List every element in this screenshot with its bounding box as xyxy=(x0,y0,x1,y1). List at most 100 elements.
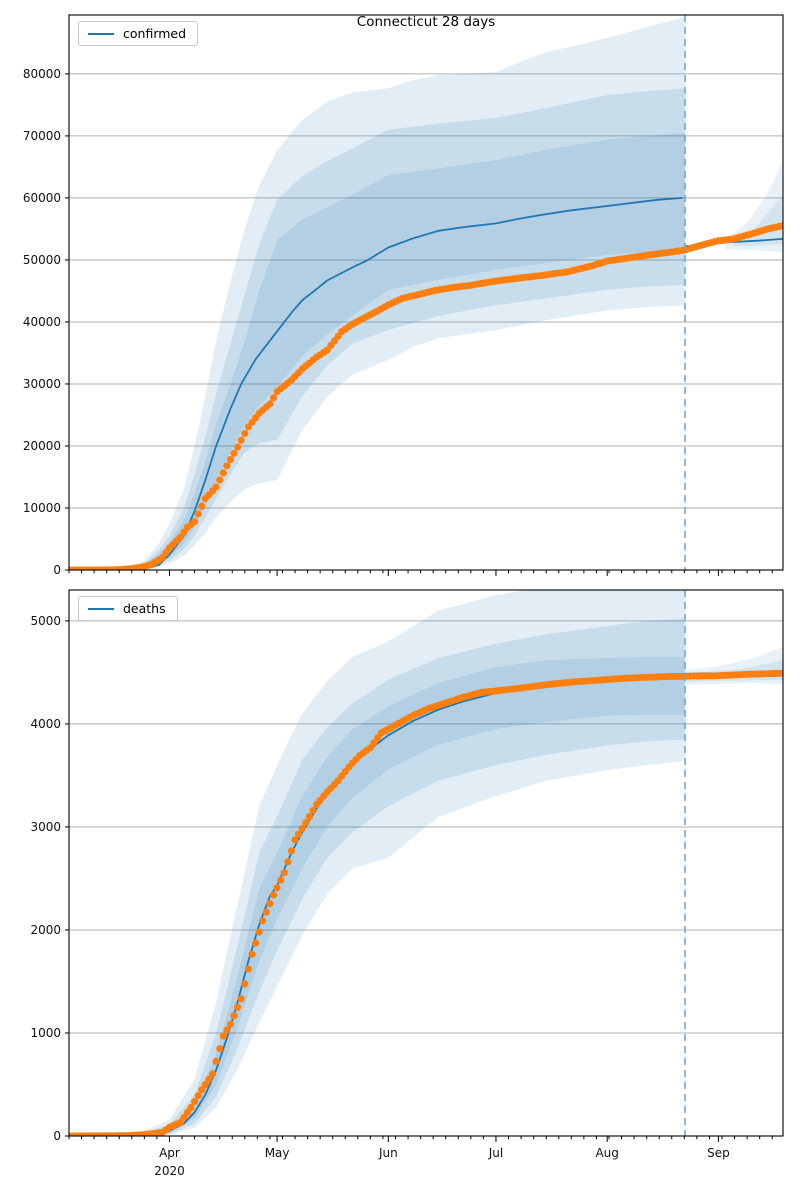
data-dots xyxy=(69,669,783,1136)
data-dot xyxy=(309,806,317,815)
data-dot xyxy=(201,1081,209,1089)
data-dot xyxy=(295,830,303,838)
data-dot xyxy=(237,995,245,1003)
data-dot xyxy=(234,443,242,451)
data-dot xyxy=(208,1070,217,1078)
legend-label-confirmed: confirmed xyxy=(123,26,187,41)
data-dot xyxy=(212,1057,220,1065)
data-dot xyxy=(191,1098,199,1106)
data-dot xyxy=(230,449,238,457)
confirmed-chart: 0 10000 20000 30000 40000 50000 60000 70000 8000… xyxy=(23,14,784,577)
confidence-band-outer xyxy=(144,590,685,1136)
data-dot xyxy=(241,980,249,988)
data-dot xyxy=(269,394,278,402)
legend-label-deaths: deaths xyxy=(123,601,166,616)
confidence-band-middle xyxy=(144,618,686,1136)
data-dot xyxy=(237,436,245,444)
data-dot xyxy=(194,510,202,518)
data-dot xyxy=(187,1103,195,1112)
plot-area xyxy=(69,16,783,570)
y-tick-label: 1000 xyxy=(30,1026,61,1040)
data-dot xyxy=(223,462,231,470)
x-tick-label: Jul xyxy=(488,1146,503,1160)
data-dot xyxy=(198,502,206,510)
data-dot xyxy=(241,429,249,438)
x-tick-label: Jun xyxy=(378,1146,398,1160)
confidence-band-inner xyxy=(144,657,686,1136)
y-tick-label: 60000 xyxy=(23,191,61,205)
y-tick-label: 80000 xyxy=(23,67,61,81)
y-tick-label: 70000 xyxy=(23,129,61,143)
y-tick-label: 50000 xyxy=(23,253,61,267)
data-dot xyxy=(287,847,296,855)
plot-area xyxy=(69,590,783,1136)
data-dot xyxy=(180,1113,188,1122)
data-dot xyxy=(269,891,278,899)
legend-deaths: deaths xyxy=(78,596,178,621)
data-dot xyxy=(226,1020,235,1028)
y-tick-label: 0 xyxy=(53,563,61,577)
data-dot xyxy=(219,469,227,477)
data-dot xyxy=(266,900,274,908)
data-dot xyxy=(180,528,188,536)
x-tick-label: Sep xyxy=(707,1146,730,1160)
data-dot xyxy=(259,917,267,925)
y-tick-label: 40000 xyxy=(23,315,61,329)
y-tick-label: 2000 xyxy=(30,923,61,937)
data-dot xyxy=(284,858,292,866)
legend-confirmed: confirmed xyxy=(78,21,199,46)
y-tick-label: 4000 xyxy=(30,717,61,731)
data-dot xyxy=(277,876,285,884)
legend-line-sample xyxy=(88,32,114,35)
x-tick-label: Apr xyxy=(159,1146,180,1160)
y-tick-label: 10000 xyxy=(23,501,61,515)
confidence-band-outer xyxy=(130,16,685,570)
x-tick-year-label: 2020 xyxy=(154,1164,185,1178)
data-dot xyxy=(255,928,263,936)
plot-border xyxy=(68,14,784,571)
data-dot xyxy=(302,819,310,827)
data-dot xyxy=(191,518,199,526)
model-line xyxy=(122,197,683,570)
data-dot xyxy=(244,965,252,973)
data-dot xyxy=(219,1032,227,1040)
plot-border xyxy=(68,589,784,1137)
data-dot xyxy=(266,400,274,408)
data-dots xyxy=(69,222,783,570)
data-dot xyxy=(298,824,306,833)
data-dot xyxy=(280,869,288,877)
data-dot xyxy=(291,836,299,844)
data-dot xyxy=(226,456,235,464)
y-tick-label: 5000 xyxy=(30,614,61,628)
x-tick-label: Aug xyxy=(595,1146,618,1160)
data-dot xyxy=(779,222,783,230)
data-dot xyxy=(305,813,313,821)
data-dot xyxy=(230,1012,238,1020)
data-dot xyxy=(183,1108,191,1117)
forecast-band-inner xyxy=(732,194,783,247)
data-dot xyxy=(194,1092,202,1100)
confidence-band-inner xyxy=(130,132,685,570)
legend-line-sample xyxy=(88,607,114,610)
data-dot xyxy=(176,533,184,541)
data-dot xyxy=(216,476,224,484)
x-tick-label: May xyxy=(265,1146,290,1160)
data-dot xyxy=(205,1075,213,1083)
data-dot xyxy=(262,908,270,916)
data-dot xyxy=(248,950,256,958)
data-dot xyxy=(252,939,260,947)
data-dot xyxy=(216,1045,224,1053)
chart-title: Connecticut 28 days xyxy=(356,14,496,30)
data-dot xyxy=(198,1086,206,1094)
y-tick-label: 30000 xyxy=(23,377,61,391)
data-dot xyxy=(234,1003,242,1011)
y-tick-label: 0 xyxy=(53,1129,61,1143)
data-dot xyxy=(212,483,220,491)
deaths-chart: 0 1000 2000 3000 4000 5000 Apr 2020 May Jun Jul Aug… xyxy=(30,589,784,1178)
data-dot xyxy=(779,669,783,677)
data-dot xyxy=(273,884,281,892)
y-tick-label: 20000 xyxy=(23,439,61,453)
confidence-band-middle xyxy=(130,88,685,570)
data-dot xyxy=(176,1118,184,1127)
